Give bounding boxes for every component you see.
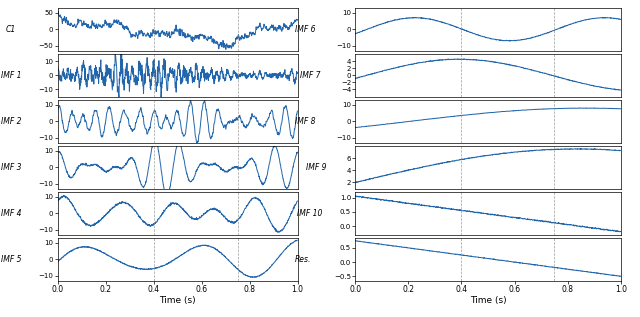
Y-axis label: IMF 9: IMF 9 bbox=[306, 163, 326, 172]
Y-axis label: IMF 7: IMF 7 bbox=[300, 71, 321, 80]
Y-axis label: IMF 3: IMF 3 bbox=[1, 163, 21, 172]
Y-axis label: Res.: Res. bbox=[295, 255, 312, 264]
Y-axis label: IMF 6: IMF 6 bbox=[295, 25, 316, 34]
X-axis label: Time (s): Time (s) bbox=[470, 296, 506, 306]
Y-axis label: IMF 10: IMF 10 bbox=[296, 209, 322, 218]
Y-axis label: IMF 2: IMF 2 bbox=[1, 117, 21, 126]
Y-axis label: C1: C1 bbox=[6, 25, 16, 34]
Y-axis label: IMF 8: IMF 8 bbox=[295, 117, 316, 126]
X-axis label: Time (s): Time (s) bbox=[159, 296, 196, 306]
Y-axis label: IMF 5: IMF 5 bbox=[1, 255, 21, 264]
Y-axis label: IMF 4: IMF 4 bbox=[1, 209, 21, 218]
Y-axis label: IMF 1: IMF 1 bbox=[1, 71, 21, 80]
